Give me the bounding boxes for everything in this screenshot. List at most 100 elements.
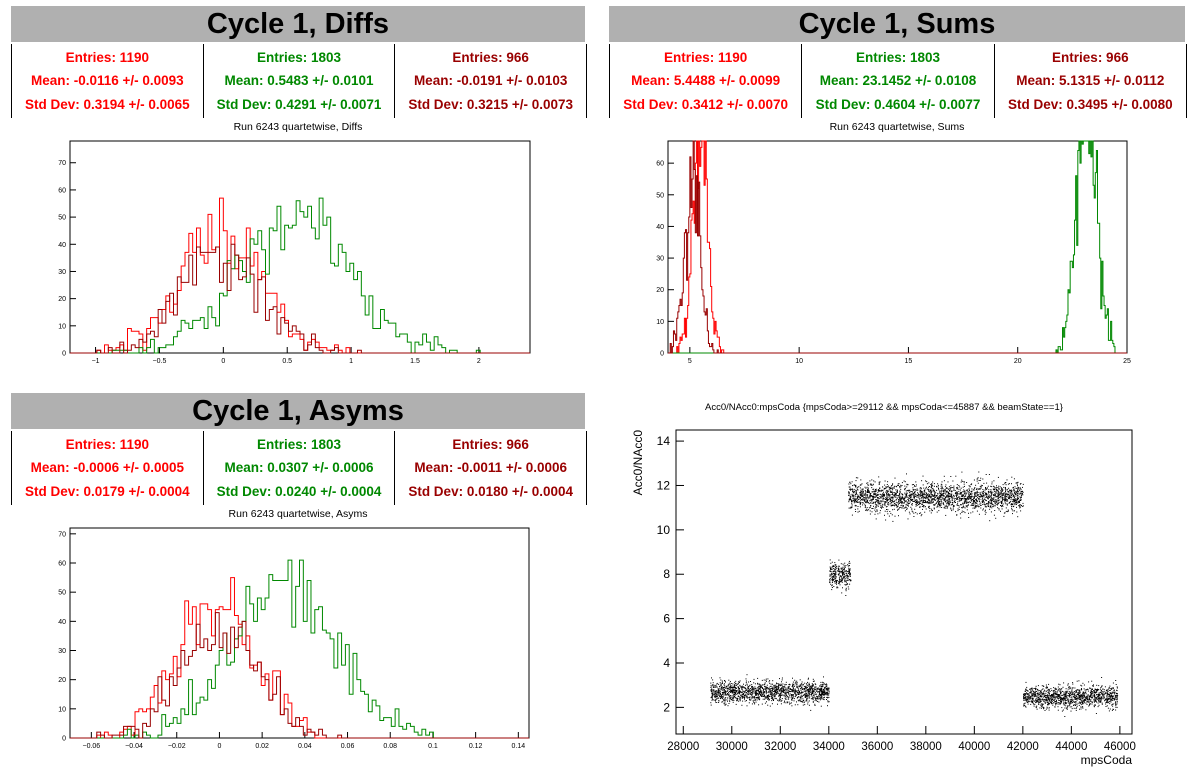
- asyms-subtitle: Run 6243 quartetwise, Asyms: [228, 508, 368, 520]
- x-tick-label: 0: [221, 358, 225, 365]
- y-tick-label: 50: [58, 590, 66, 597]
- std-text: Std Dev: 0.0179 +/- 0.0004: [24, 483, 190, 499]
- plot-frame: [69, 140, 531, 354]
- mean-text: Mean: -0.0011 +/- 0.0006: [414, 460, 568, 476]
- mean-text: Mean: 23.1452 +/- 0.0108: [819, 73, 977, 89]
- x-tick-label: 1: [349, 358, 353, 365]
- x-axis-label: mpsCoda: [1081, 753, 1133, 767]
- asyms-title: Cycle 1, Asyms: [11, 393, 585, 429]
- y-tick-label: 6: [663, 612, 670, 626]
- x-tick-label: 0: [217, 743, 221, 750]
- entries-text: Entries: 966: [452, 50, 529, 66]
- x-tick-label: 25: [1123, 358, 1131, 365]
- y-tick-label: 0: [62, 736, 66, 743]
- diffs-subtitle: Run 6243 quartetwise, Diffs: [233, 121, 363, 133]
- diffs-stat-red: Entries: 1190 Mean: -0.0116 +/- 0.0093 S…: [12, 44, 204, 118]
- plot-frame: [675, 429, 1133, 735]
- plot-frame: [69, 527, 530, 739]
- y-tick-label: 60: [656, 161, 664, 168]
- x-tick-label: 0.1: [428, 743, 438, 750]
- x-tick-label: 0.06: [341, 743, 355, 750]
- y-tick-label: 40: [58, 619, 66, 626]
- scatter-cluster-2: [848, 471, 1024, 522]
- mean-text: Mean: 0.5483 +/- 0.0101: [224, 73, 374, 89]
- asyms-stat-green: Entries: 1803 Mean: 0.0307 +/- 0.0006 St…: [204, 431, 396, 505]
- y-tick-label: 14: [657, 434, 671, 448]
- mean-text: Mean: 0.0307 +/- 0.0006: [224, 460, 374, 476]
- histogram-series-2: [70, 612, 529, 739]
- sums-subtitle: Run 6243 quartetwise, Sums: [829, 121, 965, 133]
- y-tick-label: 4: [663, 656, 670, 670]
- acc0-scatter-plot: Acc0/NAcc0:mpsCoda {mpsCoda>=29112 && mp…: [631, 402, 1136, 767]
- std-text: Std Dev: 0.0180 +/- 0.0004: [408, 483, 574, 499]
- std-text: Std Dev: 0.4604 +/- 0.0077: [815, 96, 981, 112]
- y-tick-label: 0: [660, 351, 664, 358]
- x-tick-label: 0.12: [469, 743, 483, 750]
- x-tick-label: 0.08: [383, 743, 397, 750]
- std-text: Std Dev: 0.3194 +/- 0.0065: [24, 96, 190, 112]
- y-axis-label: Acc0/NAcc0: [631, 430, 645, 496]
- y-tick-label: 40: [656, 224, 664, 231]
- entries-text: Entries: 1803: [256, 50, 342, 66]
- y-tick-label: 10: [657, 523, 671, 537]
- y-tick-label: 50: [656, 192, 664, 199]
- y-tick-label: 30: [58, 269, 66, 276]
- histogram-series-0: [70, 577, 529, 739]
- x-tick-label: 0.04: [298, 743, 312, 750]
- mean-text: Mean: -0.0116 +/- 0.0093: [30, 73, 184, 89]
- x-tick-label: 44000: [1055, 741, 1087, 753]
- y-tick-label: 30: [58, 648, 66, 655]
- y-tick-label: 8: [663, 567, 670, 581]
- x-tick-label: 32000: [764, 741, 796, 753]
- sums-title: Cycle 1, Sums: [609, 6, 1185, 42]
- mean-text: Mean: -0.0006 +/- 0.0005: [30, 460, 185, 476]
- histogram-series-1: [70, 559, 529, 739]
- mean-text: Mean: 5.4488 +/- 0.0099: [631, 73, 781, 89]
- y-tick-label: 60: [58, 561, 66, 568]
- histogram-series-1: [70, 197, 530, 354]
- x-tick-label: 42000: [1007, 741, 1039, 753]
- x-tick-label: 30000: [716, 741, 748, 753]
- std-text: Std Dev: 0.0240 +/- 0.0004: [216, 483, 382, 499]
- y-tick-label: 20: [656, 287, 664, 294]
- histogram-series-0: [668, 140, 1127, 354]
- diffs-title: Cycle 1, Diffs: [11, 6, 585, 42]
- sums-stats: Entries: 1190 Mean: 5.4488 +/- 0.0099 St…: [609, 44, 1187, 118]
- histogram-series-1: [668, 140, 1127, 354]
- x-tick-label: −0.04: [125, 743, 143, 750]
- y-tick-label: 10: [58, 323, 66, 330]
- asyms-stats: Entries: 1190 Mean: -0.0006 +/- 0.0005 S…: [11, 431, 587, 505]
- y-tick-label: 12: [657, 478, 671, 492]
- entries-text: Entries: 1190: [664, 50, 748, 66]
- diffs-stat-darkred: Entries: 966 Mean: -0.0191 +/- 0.0103 St…: [395, 44, 586, 118]
- histogram-series-2: [70, 243, 530, 354]
- x-tick-label: 38000: [910, 741, 942, 753]
- x-tick-label: −0.06: [82, 743, 100, 750]
- x-tick-label: 0.02: [255, 743, 269, 750]
- y-tick-label: 10: [656, 319, 664, 326]
- diffs-histogram: 0 10 20 30 40 50 60 70 −1 −0.5 0 0.5 1 1.5 2: [58, 140, 531, 365]
- x-tick-label: −1: [92, 358, 100, 365]
- sums-stat-darkred: Entries: 966 Mean: 5.1315 +/- 0.0112 Std…: [995, 44, 1186, 118]
- y-tick-label: 70: [58, 531, 66, 538]
- x-tick-label: 40000: [958, 741, 990, 753]
- entries-text: Entries: 1190: [65, 437, 149, 453]
- y-tick-label: 20: [58, 677, 66, 684]
- y-tick-label: 0: [62, 351, 66, 358]
- asyms-stat-red: Entries: 1190 Mean: -0.0006 +/- 0.0005 S…: [12, 431, 204, 505]
- diffs-stats: Entries: 1190 Mean: -0.0116 +/- 0.0093 S…: [11, 44, 587, 118]
- scatter-cluster-3: [1023, 677, 1119, 717]
- x-tick-label: 1.5: [410, 358, 420, 365]
- x-tick-label: −0.02: [168, 743, 186, 750]
- scatter-cluster-1: [829, 559, 852, 596]
- scatter-title: Acc0/NAcc0:mpsCoda {mpsCoda>=29112 && mp…: [705, 402, 1063, 413]
- y-tick-label: 60: [58, 187, 66, 194]
- y-tick-label: 50: [58, 215, 66, 222]
- y-tick-label: 10: [58, 706, 66, 713]
- std-text: Std Dev: 0.4291 +/- 0.0071: [216, 96, 382, 112]
- y-tick-label: 30: [656, 256, 664, 263]
- mean-text: Mean: 5.1315 +/- 0.0112: [1016, 73, 1165, 89]
- entries-text: Entries: 966: [452, 437, 529, 453]
- entries-text: Entries: 1190: [65, 50, 149, 66]
- x-tick-label: −0.5: [153, 358, 167, 365]
